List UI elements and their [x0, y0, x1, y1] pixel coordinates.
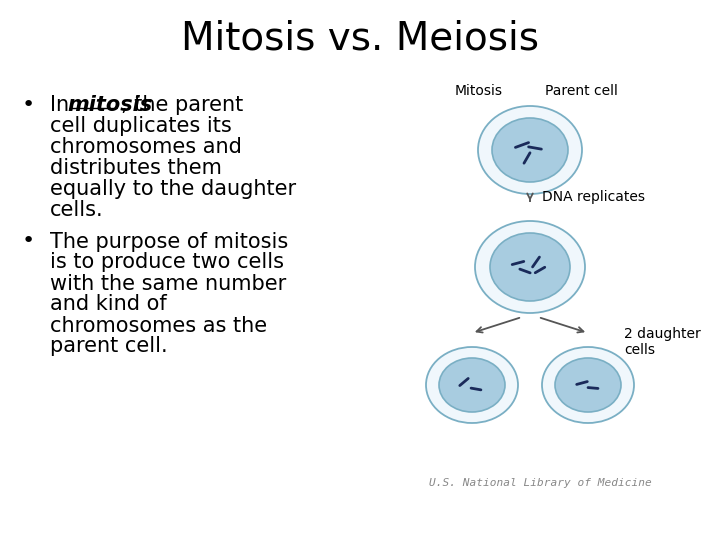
Text: mitosis: mitosis: [67, 95, 152, 115]
Text: Mitosis: Mitosis: [455, 84, 503, 98]
Text: with the same number: with the same number: [50, 273, 287, 294]
Text: parent cell.: parent cell.: [50, 336, 168, 356]
Text: chromosomes and: chromosomes and: [50, 137, 242, 157]
Text: •: •: [22, 232, 35, 252]
Text: , the parent: , the parent: [121, 95, 243, 115]
Text: cell duplicates its: cell duplicates its: [50, 116, 232, 136]
Text: 2 daughter
cells: 2 daughter cells: [624, 327, 701, 357]
Text: cells.: cells.: [50, 200, 104, 220]
Ellipse shape: [478, 106, 582, 194]
Ellipse shape: [490, 233, 570, 301]
Text: is to produce two cells: is to produce two cells: [50, 253, 284, 273]
Text: In: In: [50, 95, 76, 115]
Ellipse shape: [475, 221, 585, 313]
Ellipse shape: [492, 118, 568, 182]
Text: The purpose of mitosis: The purpose of mitosis: [50, 232, 288, 252]
Ellipse shape: [542, 347, 634, 423]
Text: distributes them: distributes them: [50, 158, 222, 178]
Text: •: •: [22, 95, 35, 115]
Ellipse shape: [426, 347, 518, 423]
Ellipse shape: [439, 358, 505, 412]
Text: Mitosis vs. Meiosis: Mitosis vs. Meiosis: [181, 20, 539, 58]
Ellipse shape: [555, 358, 621, 412]
Text: chromosomes as the: chromosomes as the: [50, 315, 267, 335]
Text: and kind of: and kind of: [50, 294, 167, 314]
Text: U.S. National Library of Medicine: U.S. National Library of Medicine: [428, 478, 652, 488]
Text: DNA replicates: DNA replicates: [542, 191, 645, 205]
Text: Parent cell: Parent cell: [545, 84, 618, 98]
Text: equally to the daughter: equally to the daughter: [50, 179, 296, 199]
